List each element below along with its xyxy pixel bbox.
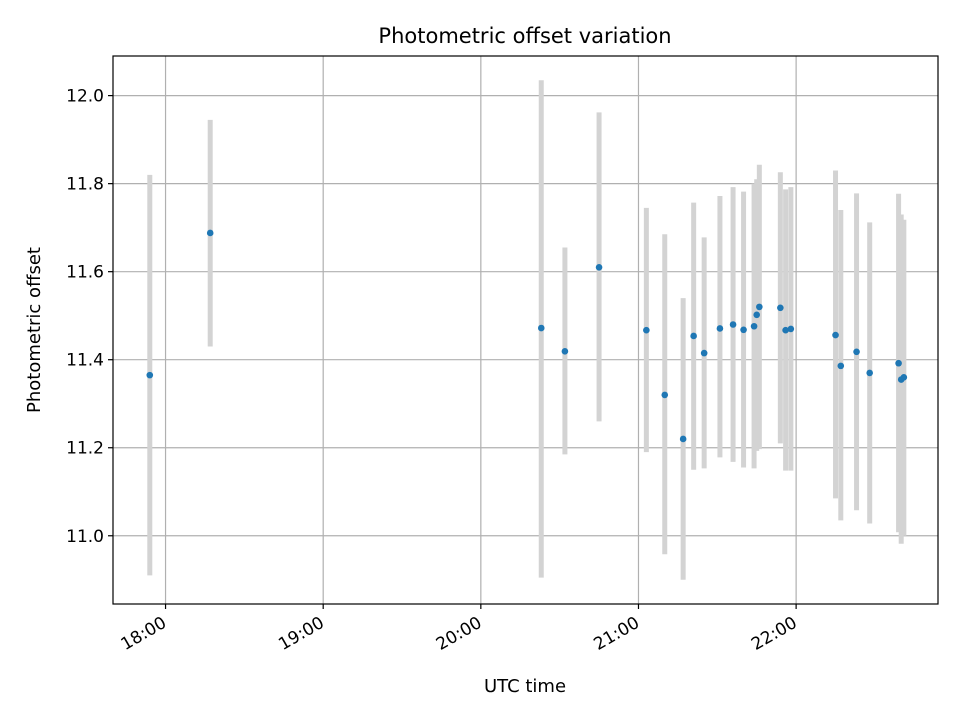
data-point — [729, 321, 737, 328]
data-point — [740, 326, 747, 334]
data-point — [561, 348, 569, 355]
data-point — [700, 349, 708, 357]
chart-title: Photometric offset variation — [378, 24, 671, 48]
y-tick-label: 12.0 — [66, 87, 104, 107]
data-point — [900, 374, 908, 381]
data-point — [750, 322, 758, 330]
y-tick-label: 11.4 — [66, 351, 104, 371]
data-point — [537, 324, 545, 332]
grid-layer — [113, 56, 938, 604]
y-tick-label: 11.6 — [66, 263, 104, 283]
data-point — [146, 371, 154, 379]
data-point — [777, 304, 784, 312]
plot-frame — [112, 55, 939, 605]
data-point — [853, 348, 860, 356]
data-point — [866, 369, 873, 377]
data-point — [782, 326, 789, 334]
data-point — [643, 326, 650, 334]
y-tick-label: 11.0 — [66, 527, 104, 547]
data-point — [595, 263, 603, 271]
data-point — [832, 331, 839, 339]
y-tick-label: 11.2 — [66, 439, 104, 459]
data-point — [756, 303, 763, 311]
point-layer — [146, 229, 908, 443]
data-point — [787, 325, 795, 333]
data-point — [895, 359, 902, 367]
y-tick-label: 11.8 — [66, 175, 104, 195]
data-point — [690, 332, 697, 340]
data-point — [837, 362, 845, 370]
y-axis-label: Photometric offset — [24, 247, 45, 413]
x-axis-label: UTC time — [484, 676, 566, 697]
data-point — [679, 435, 687, 443]
data-point — [753, 311, 761, 319]
data-point — [206, 229, 214, 237]
data-point — [716, 325, 724, 332]
data-point — [661, 391, 669, 399]
